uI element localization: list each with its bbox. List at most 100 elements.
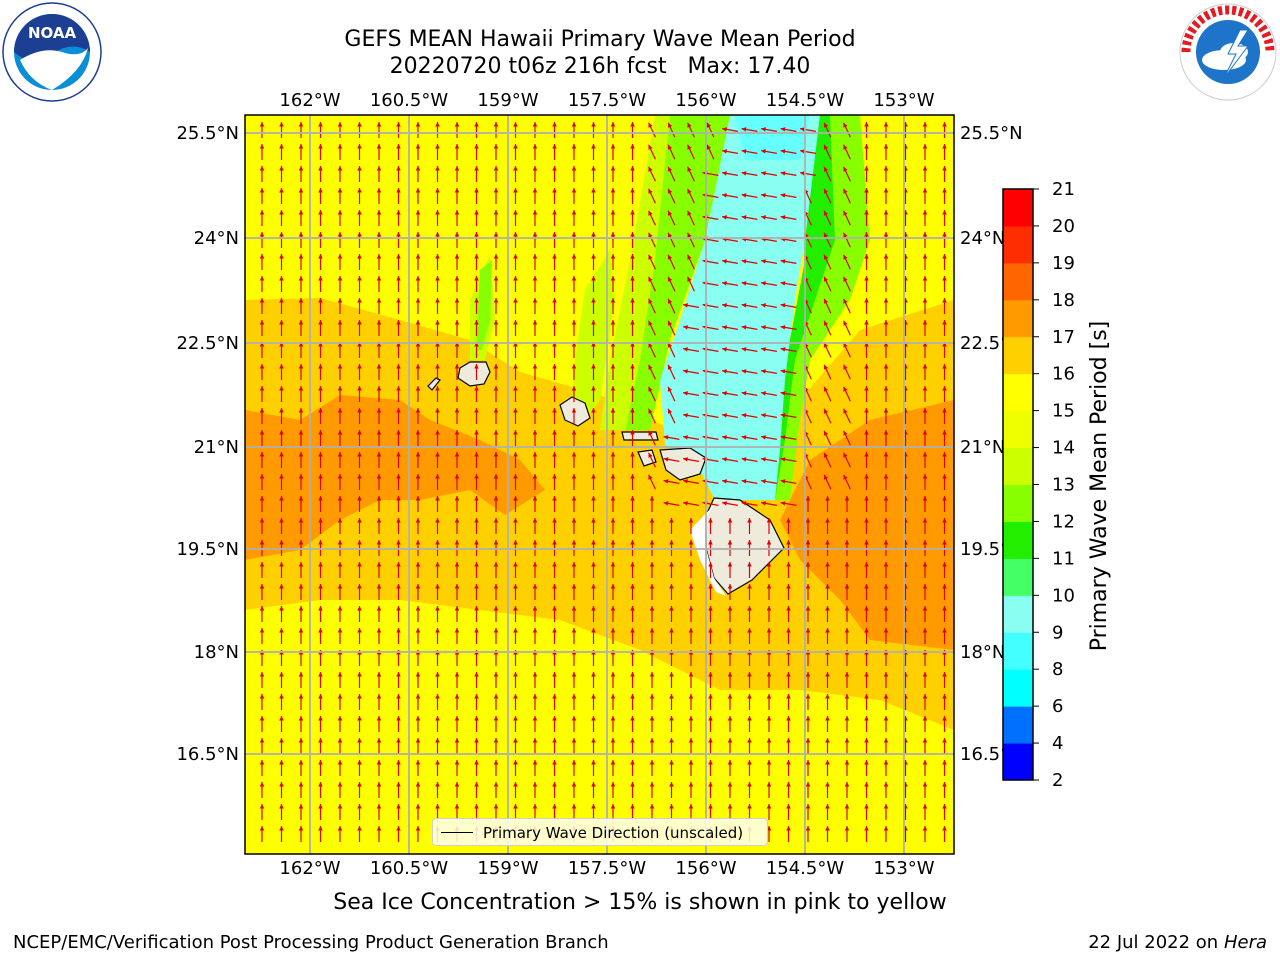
wave-arrow-head [630,342,635,347]
wave-arrow-head [766,760,772,765]
wave-arrow-head [279,804,284,809]
wave-arrow-head [591,386,596,391]
graticule [245,115,954,854]
wave-arrow-head [259,144,265,149]
wave-arrow-head [663,457,669,462]
wave-arrow-head [396,276,401,281]
wave-arrow-head [669,672,674,677]
wave-arrow-head [708,760,713,765]
wave-arrow-head [741,325,747,330]
wave-arrow-head [843,232,848,238]
wave-arrow-head [474,672,479,677]
wave-arrow-head [922,188,928,193]
wave-arrow-head [687,210,692,216]
wave-arrow-head [298,386,304,391]
wave-arrow-head [532,738,538,743]
wave-arrow-head [722,435,727,440]
wave-arrow-head [474,584,479,589]
wave-arrow-head [571,430,577,435]
wave-arrow-head [823,254,829,260]
wave-arrow-head [942,584,947,589]
colorbar-tick-labels: 2 4 6 8 9 10 11 12 13 14 15 16 17 18 19 20 21 [1033,179,1075,791]
wave-arrow-head [942,628,947,633]
wave-arrow-head [741,193,747,198]
wave-arrow-head [532,122,538,127]
wave-arrow-head [337,782,343,787]
wave-arrow-head [843,210,848,216]
wave-arrow-head [648,166,653,172]
wave-arrow-head [766,540,772,545]
lon-label: 153°W [873,858,934,879]
wave-arrow-head [747,672,752,677]
wave-arrow-head [741,479,747,484]
wave-arrow-head [591,782,596,787]
colorbar-segment [1003,595,1033,633]
wave-arrow-head [823,188,829,194]
wave-arrow-head [630,166,635,171]
wave-arrow-head [396,210,401,215]
wave-arrow-head [474,738,479,743]
wave-arrow-head [454,606,460,611]
wave-arrow-head [318,716,323,721]
wave-arrow-head [357,430,362,435]
colorbar-segment [1003,225,1033,264]
wave-arrow-head [922,540,928,545]
wave-arrow-head [864,166,869,171]
wave-arrow-head [844,738,850,743]
wave-arrow-head [805,804,811,809]
wave-arrow-head [883,122,889,127]
wave-arrow-head [474,760,479,765]
wave-arrow-head [396,804,401,809]
wave-arrow-head [318,210,323,215]
wave-arrow-head [747,738,752,743]
wave-arrow-head [591,408,596,413]
wave-arrow-head [649,694,655,699]
lon-label: 160.5°W [370,858,449,879]
wave-arrow-head [942,430,947,435]
nws-logo [1179,3,1277,101]
lon-label: 154.5°W [766,90,845,111]
wave-arrow-head [454,430,460,435]
wave-arrow-head [630,144,635,149]
wave-arrow-head [513,694,518,699]
wave-arrow-head [864,716,869,721]
wave-arrow-head [883,606,889,611]
wave-arrow-head [279,540,284,545]
wave-arrow-head [474,562,479,567]
wave-arrow-head [571,342,577,347]
wave-arrow-head [318,232,323,237]
wave-arrow-head [722,457,727,462]
wave-arrow-head [571,254,577,259]
wave-arrow-head [357,474,362,479]
wave-arrow-head [688,760,694,765]
wave-arrow-head [780,259,786,264]
wave-arrow-head [786,694,791,699]
wave-arrow-head [376,782,382,787]
lat-label: 24°N [960,228,1005,249]
wave-arrow-head [591,672,596,677]
wave-arrow-head [844,496,850,501]
wave-arrow-head [454,452,460,457]
wave-arrow-head [513,276,518,281]
wave-arrow-head [942,188,947,193]
wave-arrow-head [780,127,786,132]
colorbar-tick-label: 16 [1052,364,1075,385]
wave-arrow-head [648,408,653,414]
wave-arrow-head [667,408,673,414]
wave-arrow-head [435,320,440,325]
wave-arrow-head [648,320,653,326]
wave-arrow-head [648,430,653,436]
wave-arrow-head [843,122,848,128]
wave-arrow-head [766,804,772,809]
wave-arrow-head [552,408,557,413]
wave-arrow-head [298,694,304,699]
wave-arrow-head [318,584,323,589]
wave-arrow-head [493,342,499,347]
wave-arrow-head [786,518,791,523]
wave-arrow-head [337,254,343,259]
wave-arrow-head [396,166,401,171]
wave-arrow-head [513,782,518,787]
wave-arrow-head [279,122,284,127]
wave-arrow-head [844,760,850,765]
wave-arrow-head [259,364,265,369]
